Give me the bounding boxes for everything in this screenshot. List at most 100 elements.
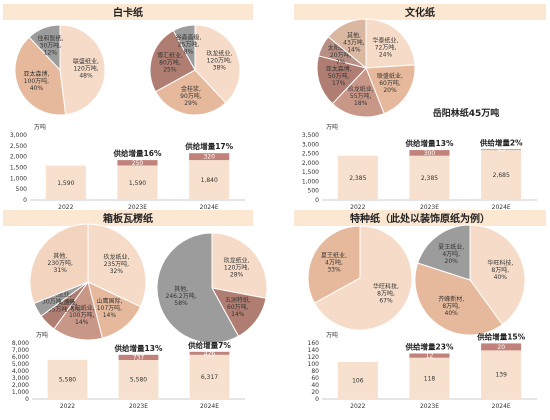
y-tick-label: 4,000	[12, 368, 29, 375]
supply-increase-label: 供给增量13%	[114, 343, 163, 353]
bar-increment	[118, 354, 159, 360]
x-tick-label: 2023E	[129, 403, 148, 410]
panel-title-bar	[3, 4, 253, 20]
bar-chart: 020406080100120140160万吨106202211812供给增量2…	[308, 331, 537, 410]
pie-slice-label: 太阳纸业, 100万吨, 14%	[69, 304, 95, 326]
supply-increase-label: 供给增量15%	[476, 331, 525, 341]
pie-chart: 联盛纸业, 120万吨, 48% 亚太森博, 100万吨, 40% 佳和智纸, 30万吨, 12…	[14, 24, 106, 116]
panel-note: 岳阳林纸45万吨	[433, 107, 500, 119]
bar-base	[189, 354, 230, 399]
pie-slice	[414, 262, 504, 336]
bar-base	[117, 165, 158, 200]
bar-base	[337, 361, 378, 399]
pie-slice-label: 华旺科技, 8万吨, 40%	[487, 259, 513, 281]
bar-base-label: 5,580	[59, 377, 76, 384]
bar-increment	[481, 343, 522, 351]
bar-base	[481, 150, 522, 200]
bar-base-label: 2,385	[349, 175, 366, 182]
pie-slice-label: 齐峰新材, 8万吨, 40%	[438, 295, 464, 317]
bar-base-label: 1,590	[129, 180, 146, 187]
y-tick-label: 5,000	[12, 361, 29, 368]
pie-slice-label: 景兴纸业, 30万吨, 4%	[42, 291, 75, 306]
pie-slice-label: 金桂浆, 90万吨, 29%	[180, 85, 202, 107]
y-tick-label: 0	[23, 197, 27, 204]
bar-base	[409, 357, 450, 399]
pie-slice-label: 谷森高级, 25万吨, 8%	[176, 34, 202, 56]
pie-slice-label: 佳和智纸, 30万吨, 12%	[37, 35, 63, 57]
panel-culture-paper: 文化纸 岳阳林纸45万吨	[294, 4, 546, 119]
bar-increment-label: 12	[426, 353, 434, 360]
bar-base	[337, 155, 378, 200]
panel-title: 白卡纸	[113, 6, 143, 19]
pie-chart: 华旺科技, 8万吨, 67% 夏王纸业, 4万吨, 33%	[307, 225, 413, 331]
pie-slice-label: 山鹰国际, 107万吨, 14%	[96, 297, 122, 319]
pie-slice-label: 玖龙纸业, 55万吨, 18%	[348, 85, 374, 107]
panel-title-bar	[294, 210, 546, 226]
x-tick-label: 2022	[60, 403, 75, 410]
pie-slice-label: 玖龙纸业, 235万吨, 32%	[103, 253, 129, 275]
pie-slice	[87, 223, 147, 308]
bar-base	[481, 350, 522, 399]
pie-slice	[316, 55, 367, 105]
panel-title-bar	[3, 210, 253, 226]
x-tick-label: 2022	[58, 204, 73, 211]
bar-base	[118, 359, 159, 399]
y-tick-label: 1,000	[10, 175, 27, 182]
pie-slice	[469, 224, 526, 326]
x-tick-label: 2023E	[128, 204, 147, 211]
pie-slice-label: 亚太森博, 50万吨, 17%	[326, 65, 352, 87]
y-tick-label: 2,000	[10, 154, 27, 161]
bar-base-label: 1,840	[201, 177, 218, 184]
bar-chart: 01,0002,0003,0004,0005,0006,0007,0008,00…	[12, 331, 245, 410]
pie-slice-label: 太阳纸业, 20万吨, 7%	[328, 44, 354, 66]
x-tick-label: 2024E	[200, 204, 219, 211]
x-tick-label: 2024E	[492, 204, 511, 211]
x-tick-label: 2022	[350, 403, 365, 410]
bar-increment	[409, 353, 450, 358]
y-tick-label: 0	[315, 396, 319, 403]
pie-slice-label: 其他, 246.2万吨, 58%	[166, 285, 197, 307]
y-tick-label: 8,000	[12, 340, 29, 347]
bar-increment	[409, 150, 450, 156]
bar-base-label: 106	[352, 377, 364, 384]
pie-slice-label: 联盛纸业, 60万吨, 20%	[377, 72, 403, 94]
panel-title-bar	[294, 4, 546, 20]
y-tick-label: 2,500	[302, 151, 319, 158]
pie-slice	[331, 67, 385, 118]
pie-slice-label: 夏王纸业, 4万吨, 33%	[321, 252, 347, 274]
pie-slice	[59, 24, 106, 116]
y-tick-label: 140	[308, 347, 320, 354]
y-tick-label: 80	[311, 368, 319, 375]
pie-chart: 玖龙纸业, 120万吨, 28% 五洲特纸, 60万吨, 14% 其他, 246.2万吨, 58…	[156, 232, 268, 344]
supply-increase-label: 供给增量16%	[113, 148, 162, 158]
y-tick-label: 2,500	[10, 143, 27, 150]
bar-base-label: 6,317	[201, 374, 218, 381]
x-tick-label: 2022	[350, 204, 365, 211]
bar-increment-label: 737	[133, 354, 145, 361]
bar-base-label: 118	[424, 375, 436, 382]
y-tick-label: 6,000	[12, 354, 29, 361]
y-tick-label: 40	[311, 382, 319, 389]
y-tick-label: 2,000	[12, 382, 29, 389]
bar-increment	[189, 351, 230, 355]
pie-slice-label: 华旺科技, 8万吨, 67%	[373, 282, 399, 304]
pie-slice	[149, 29, 196, 93]
pie-slice-label: 华泰纸业, 72万吨, 24%	[373, 36, 399, 58]
supply-increase-label: 供给增量13%	[405, 138, 454, 148]
bar-increment-label: 320	[203, 154, 215, 161]
pie-slice-label: 夏王纸业, 4万吨, 20%	[438, 243, 464, 265]
bar-increment	[189, 153, 230, 161]
pie-slice-label: 亚太森博, 100万吨, 40%	[23, 70, 49, 92]
bar-increment-label: 45	[497, 147, 505, 154]
pie-slice	[365, 64, 416, 115]
y-tick-label: 3,000	[302, 141, 319, 148]
y-tick-label: 60	[311, 375, 319, 382]
bar-charts: 0 500 1,000 1,500 2,000 2,500 3,000 万吨 1,590 2022…	[10, 123, 537, 410]
x-tick-label: 2024E	[492, 403, 511, 410]
y-tick-label: 3,000	[12, 375, 29, 382]
bar-increment	[117, 160, 158, 166]
bar-increment-label: 300	[424, 150, 436, 157]
x-tick-label: 2024E	[200, 403, 219, 410]
pie-chart: 华旺科技, 8万吨, 40% 齐峰新材, 8万吨, 40% 夏王纸业, 4万吨, 20%	[414, 224, 526, 336]
